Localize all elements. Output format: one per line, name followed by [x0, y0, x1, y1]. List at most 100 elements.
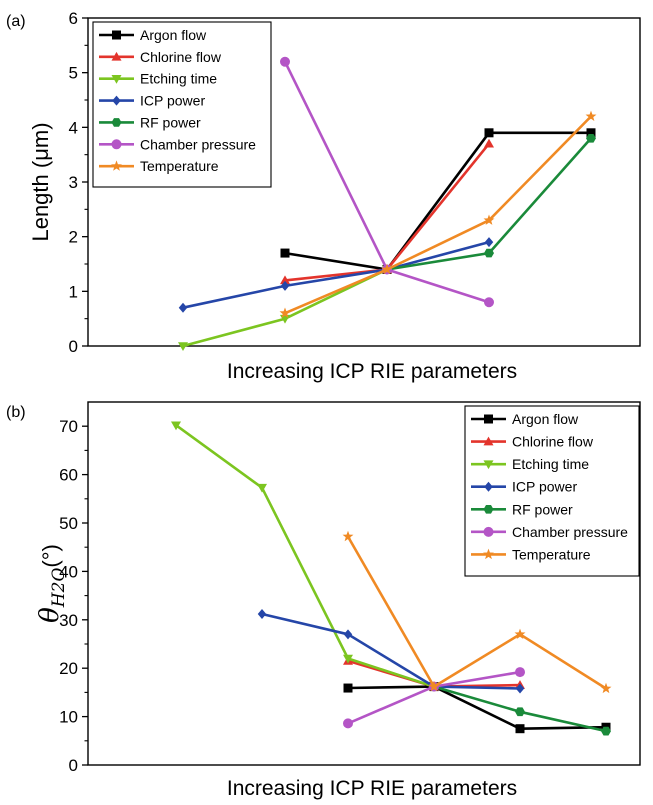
data-point-temperature [585, 110, 597, 122]
legend-swatch-marker [112, 30, 121, 40]
y-tick-label-a: 6 [69, 9, 78, 28]
legend-item-etching-time: Etching time [99, 71, 217, 87]
x-axis-title-a: Increasing ICP RIE parameters [227, 360, 517, 383]
y-tick-label-a: 0 [69, 337, 78, 356]
data-point-chamber-pressure [515, 667, 525, 678]
series-line-etching-time [175, 424, 435, 688]
y-axis-subscript: H2O [49, 568, 69, 609]
y-tick-label-a: 4 [69, 118, 78, 137]
legend-swatch-marker [483, 526, 494, 537]
y-tick-label-a: 2 [69, 228, 78, 247]
legend-swatch-marker [484, 414, 493, 424]
y-tick-label-a: 5 [69, 64, 78, 83]
y-tick-label-b: 10 [59, 708, 78, 727]
data-point-icp-power [484, 237, 494, 248]
legend-swatch-marker [483, 460, 494, 470]
y-tick-label-b: 60 [59, 466, 78, 485]
data-point-temperature [342, 530, 354, 542]
legend-swatch-marker [111, 160, 122, 171]
legend-item-argon-flow: Argon flow [471, 411, 579, 427]
legend-item-temperature: Temperature [99, 158, 219, 174]
legend-label: Chlorine flow [512, 434, 594, 450]
series-icp-power-a [178, 237, 494, 313]
legend-item-etching-time: Etching time [471, 456, 589, 472]
series-line-temperature [284, 115, 592, 315]
legend-label: Temperature [140, 158, 219, 174]
y-tick-label-b: 50 [59, 514, 78, 533]
series-temperature-b [342, 530, 612, 694]
panel-label-a: (a) [6, 13, 26, 30]
data-point-rf-power [515, 707, 525, 717]
legend-label: ICP power [512, 479, 577, 495]
legend-swatch-marker [483, 504, 494, 514]
legend-box [92, 21, 272, 188]
series-etching-time-b [171, 421, 439, 692]
chart-panel-b: 0 10 20 30 40 50 60 70 Increasing ICP RIE parame… [6, 401, 641, 800]
chart-panel-a: 0 1 2 3 4 5 6 Increasing ICP RIE parameters Leng… [6, 9, 641, 383]
y-tick-label-a: 1 [69, 282, 78, 301]
data-point-icp-power [257, 608, 267, 619]
data-point-temperature [514, 628, 526, 639]
legend-swatch-marker [112, 95, 121, 106]
data-point-temperature [381, 263, 393, 275]
data-point-chamber-pressure [343, 718, 353, 729]
legend-item-icp-power: ICP power [99, 93, 205, 109]
y-axis-symbol: θ [35, 607, 65, 623]
data-point-etching-time [257, 483, 267, 493]
data-point-icp-power [515, 683, 525, 694]
legend-swatch-marker [111, 74, 122, 84]
legend-label: Argon flow [512, 411, 579, 427]
legend-item-chlorine-flow: Chlorine flow [99, 49, 222, 65]
data-point-argon-flow [586, 128, 596, 138]
data-point-argon-flow [343, 683, 353, 693]
legend-label: Etching time [512, 456, 589, 472]
panel-label-b: (b) [6, 404, 26, 421]
legend-swatch-marker [111, 51, 122, 61]
legend-swatch-marker [484, 481, 493, 492]
data-point-argon-flow [280, 248, 290, 258]
legend-label: ICP power [140, 93, 205, 109]
legend-item-rf-power: RF power [471, 501, 573, 517]
data-point-chlorine-flow [280, 275, 290, 285]
series-line-chlorine-flow [284, 142, 491, 282]
y-axis-unit: (°) [38, 544, 63, 567]
data-point-etching-time [171, 421, 181, 431]
y-tick-label-b: 70 [59, 417, 78, 436]
data-point-rf-power [601, 726, 611, 736]
legend-label: Chamber pressure [512, 524, 628, 540]
series-icp-power-b [257, 608, 525, 694]
legend-item-icp-power: ICP power [471, 479, 577, 495]
data-point-argon-flow [484, 128, 494, 138]
legend-label: Argon flow [140, 27, 207, 43]
series-line-icp-power [261, 612, 521, 690]
data-point-chlorine-flow [484, 138, 494, 148]
series-rf-power-a [382, 133, 596, 274]
legend-label: Temperature [512, 546, 591, 562]
y-tick-label-b: 0 [69, 756, 78, 775]
data-point-temperature [279, 307, 291, 318]
y-tick-label-b: 30 [59, 611, 78, 630]
plot-frame-b [87, 401, 641, 766]
data-point-chamber-pressure [484, 297, 494, 308]
legend-item-rf-power: RF power [99, 114, 201, 130]
legend-label: Chamber pressure [140, 136, 256, 152]
y-tick-label-b: 20 [59, 659, 78, 678]
legend-item-chlorine-flow: Chlorine flow [471, 434, 594, 450]
data-point-icp-power [178, 302, 188, 313]
y-tick-label-a: 3 [69, 173, 78, 192]
y-axis-title-a: Length (μm) [28, 122, 53, 241]
series-temperature-a [279, 110, 597, 318]
y-tick-label-b: 40 [59, 562, 78, 581]
legend-swatch-marker [483, 548, 494, 560]
data-point-argon-flow [515, 724, 525, 734]
legend-item-chamber-pressure: Chamber pressure [99, 136, 256, 152]
data-point-temperature [600, 682, 612, 694]
series-line-temperature [346, 535, 607, 690]
legend-box [464, 405, 640, 577]
legend-item-chamber-pressure: Chamber pressure [471, 524, 628, 540]
data-point-rf-power [484, 248, 494, 258]
data-point-temperature [428, 680, 440, 692]
legend-swatch-marker [111, 139, 122, 150]
data-point-chamber-pressure [280, 56, 290, 67]
data-point-temperature [483, 214, 495, 225]
